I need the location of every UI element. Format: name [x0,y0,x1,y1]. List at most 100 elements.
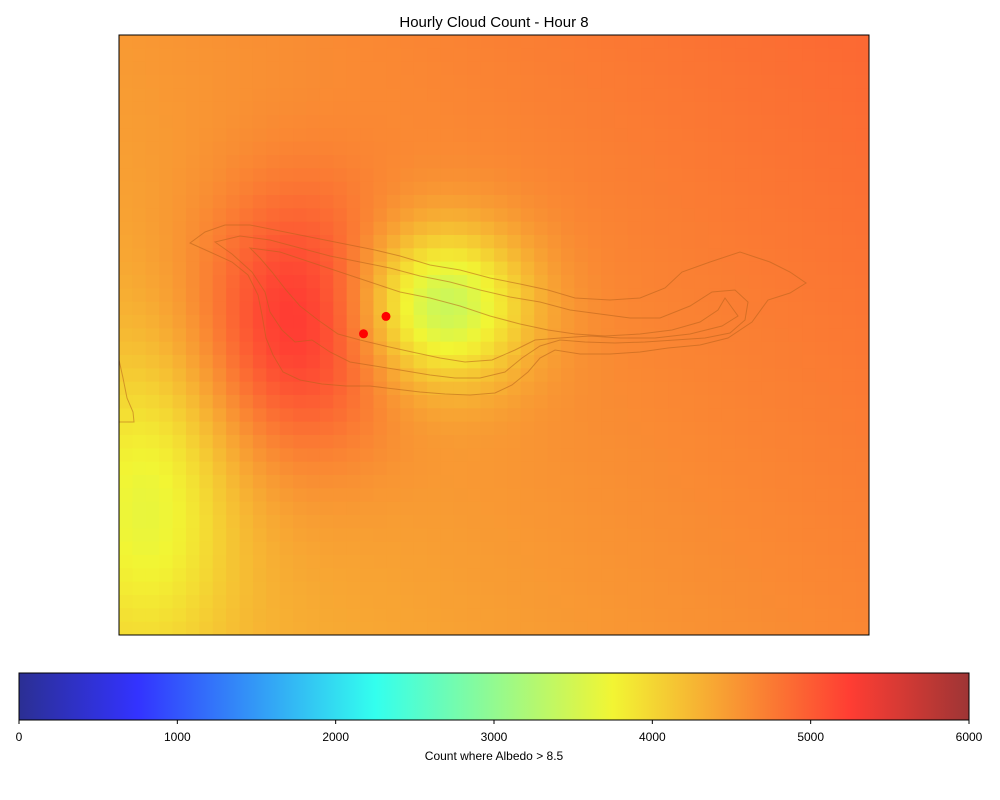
heatmap-cell [855,261,869,276]
heatmap-cell [668,408,683,423]
heatmap-cell [145,581,160,596]
heatmap-cell [641,35,656,49]
heatmap-cell [855,248,869,263]
heatmap-cell [480,395,495,409]
heatmap-cell [279,355,294,369]
heatmap-cell [346,61,361,76]
heatmap-cell [842,621,857,635]
heatmap-cell [694,61,709,76]
heatmap-cell [802,568,817,583]
heatmap-cell [574,381,589,396]
heatmap-cell [855,515,869,529]
heatmap-cell [534,195,549,209]
heatmap-cell [494,408,508,423]
heatmap-cell [266,328,281,343]
heatmap-cell [467,408,482,423]
heatmap-cell [694,461,709,476]
heatmap-cell [547,288,562,303]
heatmap-cell [534,408,549,423]
heatmap-cell [172,341,187,356]
heatmap-cell [252,515,267,529]
heatmap-cell [279,248,294,263]
heatmap-cell [627,448,642,463]
heatmap-cell [172,568,187,583]
heatmap-cell [534,128,549,143]
heatmap-cell [279,328,294,343]
heatmap-cell [400,341,415,356]
heatmap-cell [373,448,388,463]
heatmap-cell [815,395,830,409]
heatmap-cell [842,168,857,183]
heatmap-cell [855,528,869,543]
heatmap-cell [828,248,843,263]
heatmap-cell [788,288,803,303]
heatmap-cell [748,48,763,63]
heatmap-cell [748,595,763,609]
heatmap-cell [159,608,174,623]
heatmap-cell [226,168,241,183]
heatmap-cell [627,101,642,116]
heatmap-cell [293,608,308,623]
heatmap-cell [547,141,562,156]
heatmap-cell [681,75,696,89]
heatmap-cell [360,75,375,89]
heatmap-cell [641,368,656,383]
heatmap-cell [467,35,482,49]
heatmap-cell [252,88,267,103]
heatmap-cell [574,128,589,143]
heatmap-cell [132,168,147,183]
heatmap-cell [560,421,575,436]
heatmap-cell [172,208,187,223]
heatmap-cell [400,208,415,223]
heatmap-cell [574,421,589,436]
heatmap-cell [400,435,415,449]
heatmap-cell [735,128,750,143]
heatmap-cell [373,128,388,143]
colorbar-tick-label: 3000 [481,730,508,744]
heatmap-cell [694,235,709,249]
heatmap-cell [802,248,817,263]
heatmap-cell [279,101,294,116]
heatmap-cell [601,88,616,103]
heatmap-cell [440,35,455,49]
heatmap-cell [226,155,241,169]
heatmap-cell [413,301,428,316]
heatmap-cell [601,75,616,89]
heatmap-cell [427,608,442,623]
heatmap-cell [761,475,776,489]
heatmap-cell [654,621,669,635]
heatmap-cell [641,555,656,569]
heatmap-cell [266,501,281,516]
heatmap-cell [373,408,388,423]
heatmap-cell [614,208,629,223]
heatmap-cell [467,595,482,609]
heatmap-cell [494,421,508,436]
heatmap-cell [427,501,442,516]
heatmap-cell [212,115,227,129]
heatmap-cell [748,155,763,169]
heatmap-cell [855,448,869,463]
heatmap-cell [815,141,830,156]
heatmap-cell [467,488,482,503]
heatmap-cell [427,488,442,503]
heatmap-cell [855,275,869,289]
heatmap-cell [614,155,629,169]
heatmap-cell [614,355,629,369]
heatmap-cell [788,608,803,623]
heatmap-cell [119,155,133,169]
heatmap-cell [239,408,254,423]
heatmap-cell [855,408,869,423]
heatmap-cell [547,595,562,609]
heatmap-cell [467,461,482,476]
heatmap-cell [333,75,348,89]
heatmap-cell [802,61,817,76]
heatmap-cell [761,501,776,516]
heatmap-cell [601,435,616,449]
heatmap-cell [373,101,388,116]
heatmap-cell [788,248,803,263]
heatmap-cell [560,328,575,343]
heatmap-cell [668,448,683,463]
heatmap-cell [842,115,857,129]
heatmap-cell [681,368,696,383]
heatmap-cell [440,368,455,383]
